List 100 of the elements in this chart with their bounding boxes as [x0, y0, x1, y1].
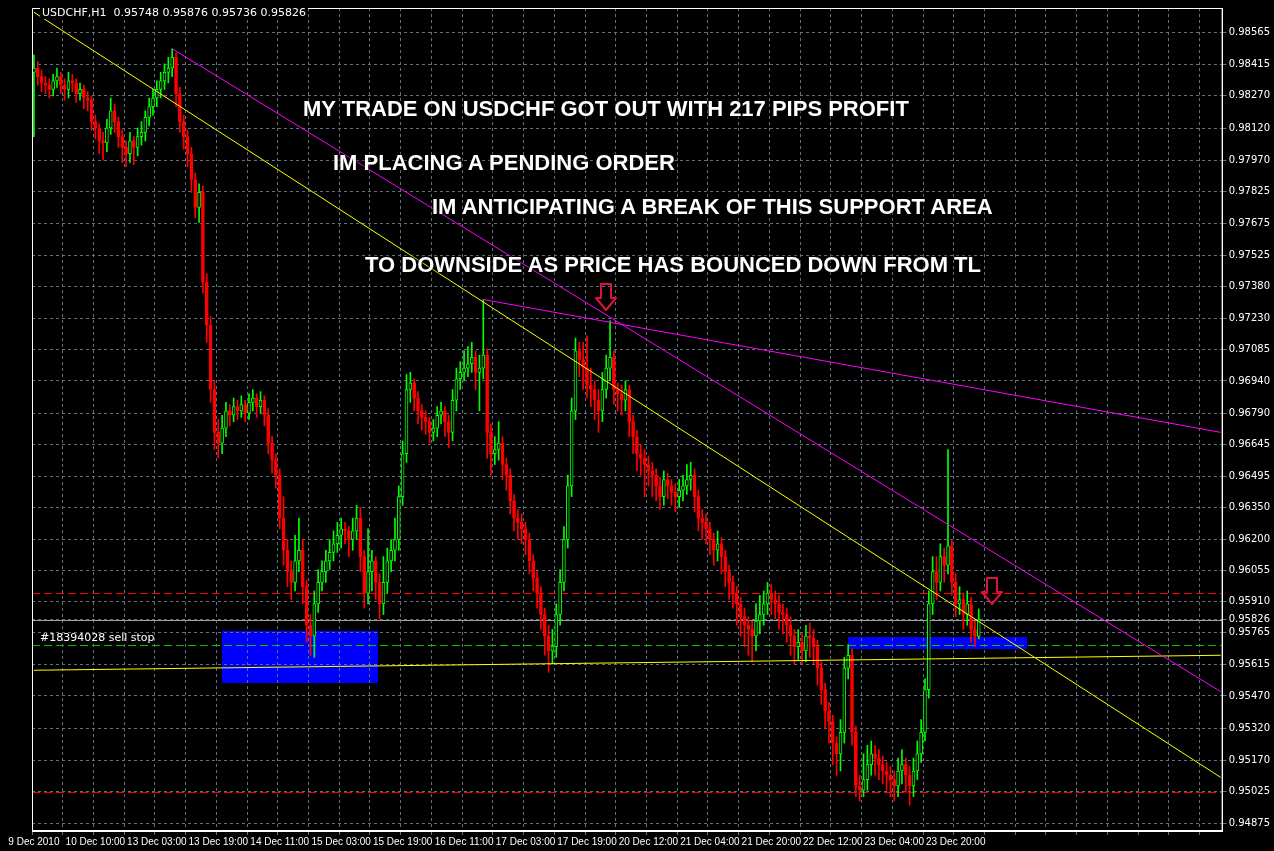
candlestick — [481, 299, 486, 380]
candlestick — [320, 560, 324, 592]
y-tick-label: 0.96055 — [1228, 564, 1271, 576]
candlestick — [681, 474, 685, 502]
x-tick-label: 16 Dec 11:00 — [434, 835, 494, 847]
candlestick — [750, 620, 754, 663]
x-tick-label: 9 Dec 2010 — [8, 835, 60, 847]
candlestick — [247, 393, 251, 420]
annotation: MY TRADE ON USDCHF GOT OUT WITH 217 PIPS PROFIT — [303, 96, 909, 122]
y-tick-label: 0.97230 — [1228, 312, 1271, 324]
candlestick — [178, 86, 182, 133]
chart-title: USDCHF,H1 0.95748 0.95876 0.95736 0.95826 — [40, 6, 308, 19]
candlestick — [170, 48, 175, 77]
candlestick — [754, 603, 758, 652]
candlestick — [197, 183, 201, 223]
candlestick — [688, 462, 693, 491]
y-tick-label: 0.95615 — [1228, 658, 1271, 670]
candlestick — [412, 378, 416, 412]
candlestick — [370, 549, 374, 592]
y-tick-label: 0.96350 — [1228, 500, 1271, 512]
candlestick — [516, 509, 520, 540]
x-tick-label: 14 Dec 11:00 — [250, 835, 310, 847]
y-tick-label: 0.97825 — [1228, 184, 1271, 196]
candlestick — [220, 414, 224, 455]
candlestick — [466, 346, 470, 377]
y-tick-label: 0.97525 — [1228, 249, 1271, 261]
x-tick-label: 23 Dec 20:00 — [925, 835, 986, 847]
y-tick-label: 0.94875 — [1228, 817, 1271, 829]
candlestick — [128, 131, 132, 163]
y-tick-label: 0.97970 — [1228, 153, 1271, 165]
candlestick — [589, 367, 593, 407]
candlestick — [784, 607, 789, 643]
y-tick-label: 0.95910 — [1228, 595, 1271, 607]
x-tick-label: 17 Dec 03:00 — [495, 835, 556, 847]
candlestick — [55, 67, 59, 88]
y-tick-label: 0.96495 — [1228, 469, 1271, 481]
candlestick — [35, 61, 40, 86]
candlestick — [462, 350, 466, 382]
candlestick — [293, 534, 297, 592]
y-tick-label: 0.96645 — [1228, 437, 1271, 449]
candlestick — [131, 136, 136, 165]
x-tick-label: 13 Dec 03:00 — [127, 835, 187, 847]
y-tick-label: 0.95320 — [1228, 721, 1271, 733]
candlestick — [435, 406, 440, 437]
candlestick — [677, 479, 682, 508]
candlestick — [585, 335, 589, 399]
y-tick-label: 0.98565 — [1228, 26, 1271, 38]
candlestick — [251, 389, 255, 412]
y-tick-label: 0.95025 — [1228, 784, 1271, 796]
y-tick-label: 0.97085 — [1228, 343, 1271, 355]
y-tick-label: 0.97675 — [1228, 216, 1271, 228]
candlestick — [804, 624, 808, 663]
annotation: IM ANTICIPATING A BREAK OF THIS SUPPORT AREA — [432, 194, 993, 220]
y-tick-label: 0.95170 — [1228, 753, 1271, 765]
x-tick-label: 13 Dec 19:00 — [188, 835, 249, 847]
candlestick — [519, 513, 524, 545]
x-tick-label: 17 Dec 19:00 — [557, 835, 618, 847]
candlestick — [658, 477, 662, 510]
y-tick-label: 0.98120 — [1228, 121, 1271, 133]
y-tick-label: 0.95826 — [1228, 613, 1271, 625]
candlestick — [416, 391, 420, 425]
x-tick-label: 10 Dec 10:00 — [65, 835, 126, 847]
candlestick — [489, 423, 493, 476]
candlestick — [51, 74, 55, 97]
ref-line-label: #18394028 sell stop — [40, 630, 155, 644]
candlestick — [469, 342, 474, 373]
candlestick — [151, 89, 155, 116]
annotation: IM PLACING A PENDING ORDER — [333, 150, 675, 176]
candlestick — [635, 429, 639, 472]
candlestick — [796, 629, 801, 660]
candlestick — [297, 517, 301, 572]
candlestick — [32, 54, 36, 137]
candlestick — [969, 597, 973, 643]
x-tick-label: 15 Dec 19:00 — [372, 835, 433, 847]
candlestick — [704, 513, 708, 545]
x-tick-label: 20 Dec 12:00 — [618, 835, 679, 847]
y-tick-label: 0.95765 — [1228, 626, 1271, 638]
candlestick — [58, 71, 63, 95]
candlestick — [827, 702, 831, 744]
candlestick — [800, 633, 804, 665]
candlestick — [74, 78, 78, 103]
candlestick — [485, 348, 489, 459]
candlestick — [124, 140, 128, 167]
x-tick-label: 21 Dec 04:00 — [680, 835, 741, 847]
candlestick — [239, 395, 244, 418]
candlestick — [612, 350, 616, 405]
candlestick — [900, 749, 904, 785]
candlestick — [254, 393, 259, 418]
candlestick — [850, 648, 854, 746]
x-tick-label: 21 Dec 20:00 — [741, 835, 802, 847]
candlestick — [420, 404, 424, 431]
candlestick — [366, 528, 370, 605]
candlestick — [47, 78, 52, 99]
candlestick — [347, 526, 351, 557]
candlestick — [896, 757, 900, 798]
candlestick — [973, 620, 977, 648]
candlestick — [685, 464, 689, 495]
candlestick — [439, 402, 443, 425]
y-tick-label: 0.98415 — [1228, 58, 1271, 70]
x-tick-label: 15 Dec 03:00 — [311, 835, 372, 847]
